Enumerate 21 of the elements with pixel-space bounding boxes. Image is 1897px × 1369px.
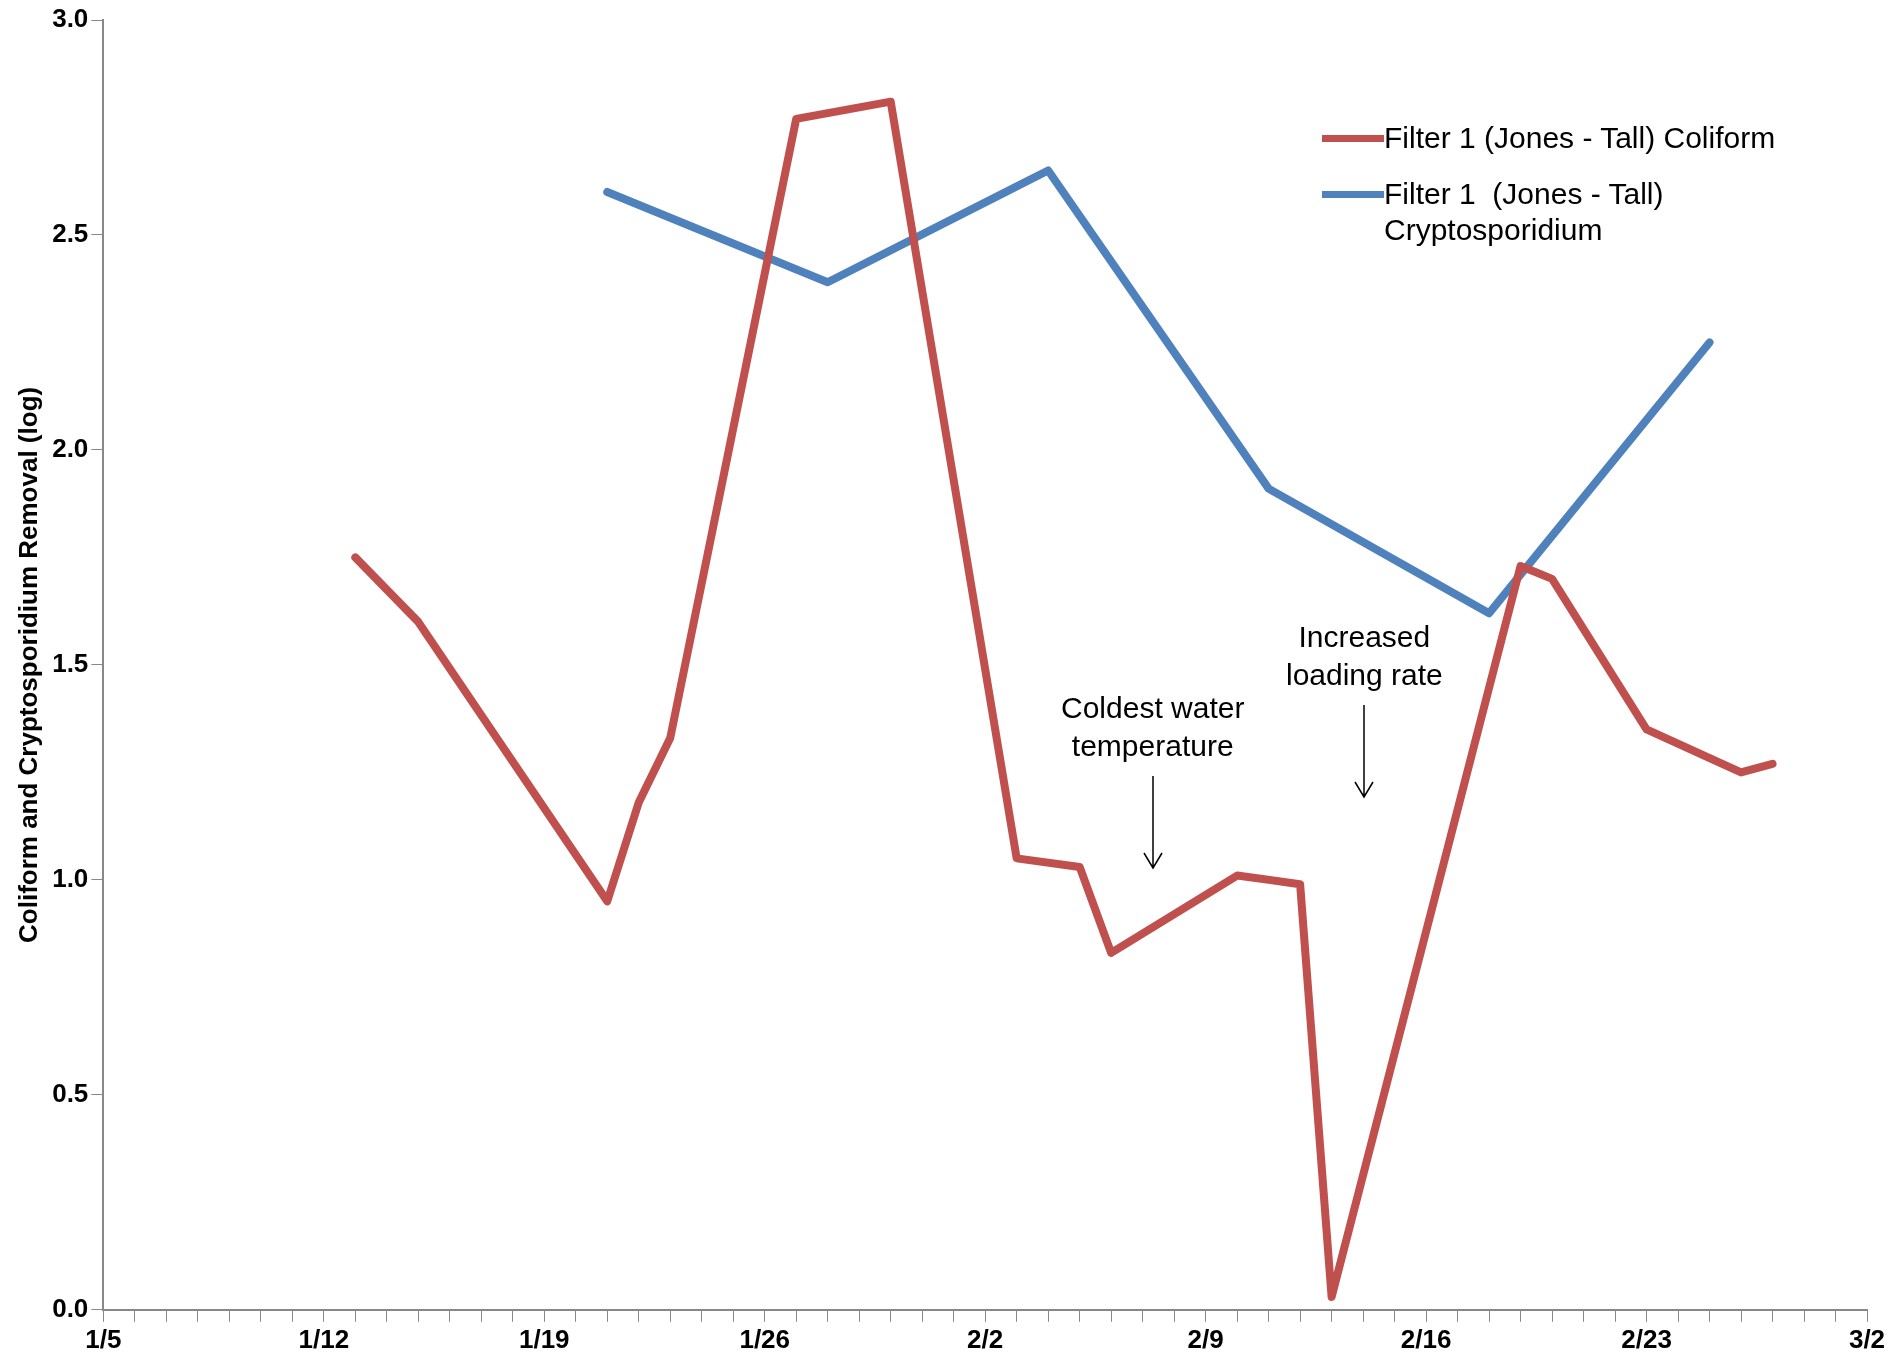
y-tick-label: 0.0 (52, 1292, 89, 1323)
x-tick-label: 1/26 (739, 1323, 791, 1354)
y-axis-title: Coliform and Cryptosporidium Removal (log) (12, 386, 43, 943)
x-tick-label: 2/9 (1187, 1323, 1224, 1354)
annotation: Coldest water temperature (1061, 691, 1245, 763)
legend-label: Filter 1 (Jones - Tall) Coliform (1384, 120, 1777, 156)
x-tick-label: 1/19 (518, 1323, 570, 1354)
x-tick-label: 2/2 (967, 1323, 1004, 1354)
y-tick-label: 0.5 (52, 1078, 89, 1109)
y-tick-label: 1.5 (52, 648, 89, 679)
y-tick-label: 2.5 (52, 218, 89, 249)
y-tick-label: 2.0 (52, 433, 89, 464)
x-tick-label: 3/2 (1848, 1323, 1886, 1354)
y-tick-label: 3.0 (52, 3, 89, 34)
x-tick-label: 1/5 (85, 1323, 122, 1354)
x-tick-label: 2/16 (1400, 1323, 1452, 1354)
annotation: Increased loading rate (1285, 620, 1443, 692)
legend-label: Filter 1 (Jones - Tall) Cryptosporidium (1384, 176, 1665, 248)
y-tick-label: 1.0 (52, 863, 89, 894)
x-tick-label: 1/12 (298, 1323, 350, 1354)
x-tick-label: 2/23 (1621, 1323, 1672, 1354)
